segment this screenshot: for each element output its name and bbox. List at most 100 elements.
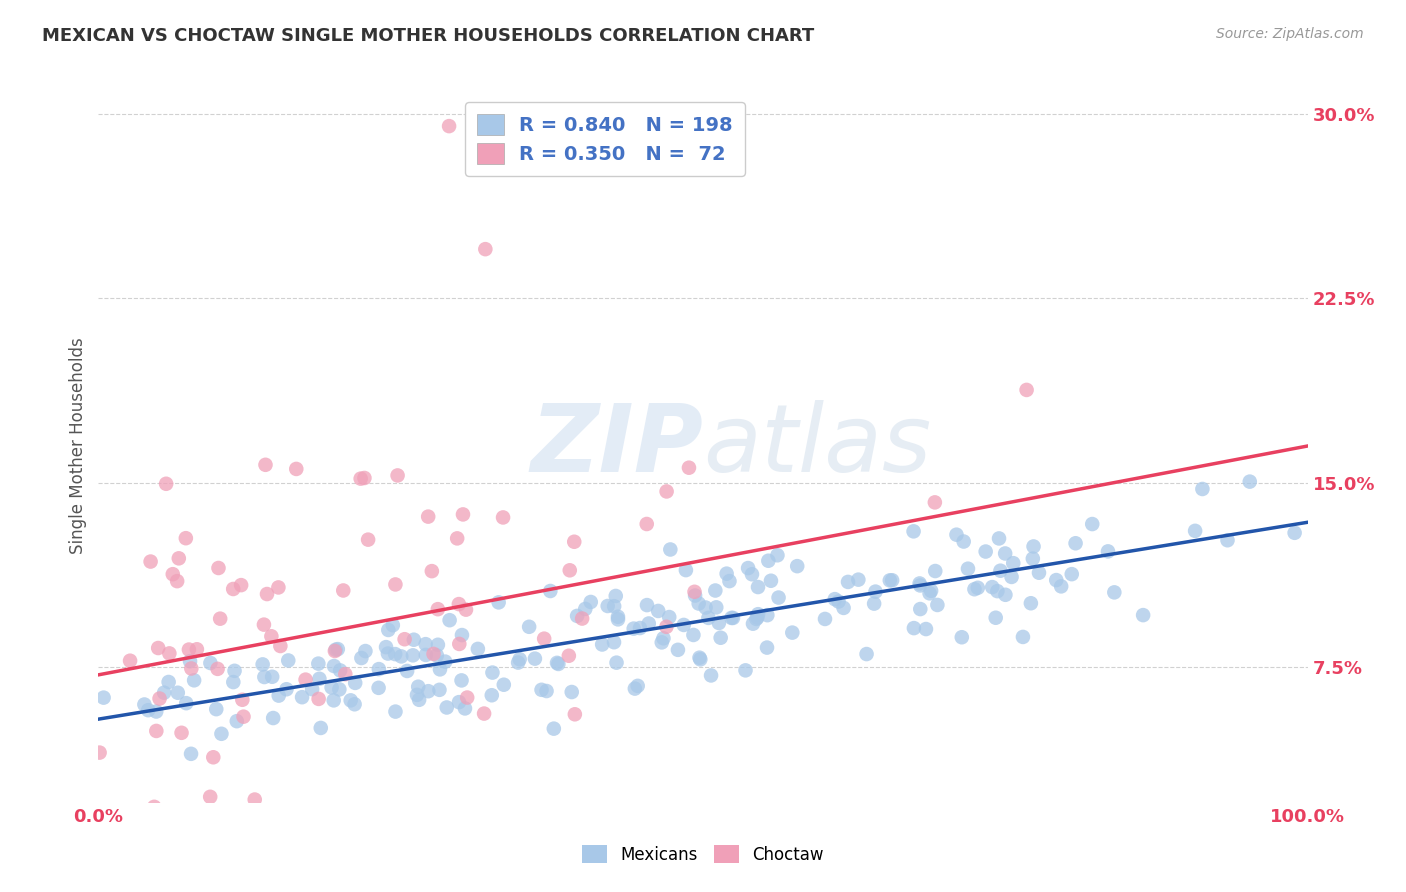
Point <box>689 652 711 666</box>
Point <box>353 471 375 485</box>
Point <box>605 589 627 603</box>
Point <box>1081 516 1104 531</box>
Point <box>350 472 373 486</box>
Point <box>1028 566 1050 580</box>
Point <box>335 667 357 681</box>
Point <box>903 524 925 539</box>
Point <box>467 641 489 656</box>
Point <box>974 544 997 558</box>
Point <box>636 598 658 612</box>
Point <box>367 662 389 676</box>
Point <box>1000 570 1022 584</box>
Point <box>157 646 180 660</box>
Point <box>439 613 461 627</box>
Point <box>768 591 790 605</box>
Point <box>647 604 669 618</box>
Point <box>377 623 399 637</box>
Point <box>402 648 425 663</box>
Point <box>863 597 886 611</box>
Legend: Mexicans, Choctaw: Mexicans, Choctaw <box>575 838 831 871</box>
Point <box>1097 544 1119 558</box>
Point <box>481 688 503 702</box>
Point <box>695 600 717 615</box>
Point <box>243 792 266 806</box>
Point <box>1022 551 1045 566</box>
Point <box>381 618 404 632</box>
Point <box>908 578 931 592</box>
Point <box>759 574 782 588</box>
Point <box>981 580 1004 594</box>
Point <box>927 598 949 612</box>
Point <box>1132 608 1154 623</box>
Point <box>523 651 546 665</box>
Point <box>436 700 458 714</box>
Point <box>824 592 846 607</box>
Point <box>734 664 756 678</box>
Point <box>675 563 697 577</box>
Point <box>396 664 419 678</box>
Point <box>222 582 245 596</box>
Text: Source: ZipAtlas.com: Source: ZipAtlas.com <box>1216 27 1364 41</box>
Point <box>253 617 276 632</box>
Point <box>564 707 586 722</box>
Point <box>628 621 651 635</box>
Point <box>145 723 167 738</box>
Point <box>683 589 706 603</box>
Point <box>384 705 406 719</box>
Point <box>865 584 887 599</box>
Point <box>827 594 849 608</box>
Point <box>682 628 704 642</box>
Point <box>924 564 946 578</box>
Point <box>148 691 170 706</box>
Point <box>651 635 673 649</box>
Point <box>406 688 429 702</box>
Point <box>603 635 626 649</box>
Point <box>509 652 531 666</box>
Point <box>986 584 1008 599</box>
Point <box>689 650 711 665</box>
Point <box>786 559 808 574</box>
Point <box>170 726 193 740</box>
Point <box>332 583 354 598</box>
Point <box>1045 573 1067 587</box>
Point <box>678 460 700 475</box>
Point <box>167 551 190 566</box>
Point <box>454 701 477 715</box>
Point <box>254 458 277 472</box>
Point <box>180 661 202 675</box>
Point <box>1012 630 1035 644</box>
Point <box>207 662 229 676</box>
Point <box>832 601 855 615</box>
Point <box>222 675 245 690</box>
Point <box>387 468 409 483</box>
Point <box>596 599 619 613</box>
Point <box>321 681 343 695</box>
Point <box>307 657 329 671</box>
Point <box>402 632 425 647</box>
Point <box>655 620 678 634</box>
Point <box>447 597 470 611</box>
Point <box>207 561 229 575</box>
Point <box>543 722 565 736</box>
Point <box>326 642 349 657</box>
Point <box>814 612 837 626</box>
Point <box>180 747 202 761</box>
Point <box>252 657 274 672</box>
Point <box>627 679 650 693</box>
Point <box>720 611 742 625</box>
Point <box>704 600 727 615</box>
Point <box>389 649 412 664</box>
Point <box>655 484 678 499</box>
Point <box>1002 556 1025 570</box>
Point <box>183 673 205 688</box>
Point <box>277 653 299 667</box>
Point <box>481 665 503 680</box>
Point <box>579 595 602 609</box>
Point <box>688 597 710 611</box>
Point <box>418 509 440 524</box>
Point <box>262 711 284 725</box>
Point <box>920 583 942 598</box>
Text: MEXICAN VS CHOCTAW SINGLE MOTHER HOUSEHOLDS CORRELATION CHART: MEXICAN VS CHOCTAW SINGLE MOTHER HOUSEHO… <box>42 27 814 45</box>
Point <box>426 602 449 616</box>
Point <box>558 648 581 663</box>
